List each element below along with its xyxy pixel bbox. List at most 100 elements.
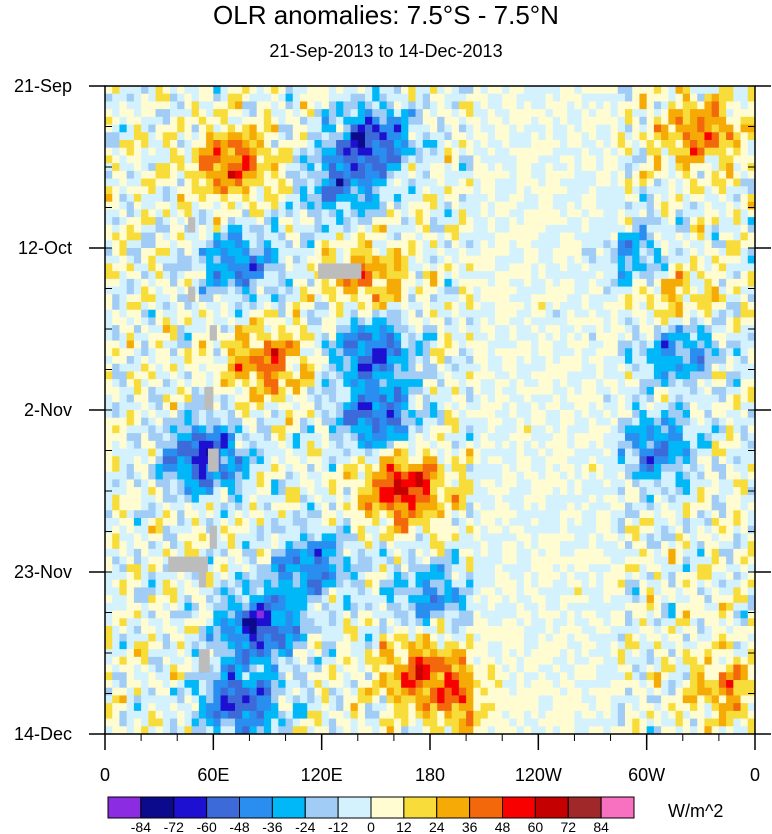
field-cell xyxy=(690,440,698,450)
field-cell xyxy=(191,471,200,481)
field-cell xyxy=(198,286,207,295)
field-cell xyxy=(596,240,604,249)
field-cell xyxy=(574,286,583,295)
field-cell xyxy=(495,255,503,265)
field-cell xyxy=(105,502,113,511)
field-cell xyxy=(531,386,539,396)
field-cell xyxy=(581,309,590,319)
field-cell xyxy=(552,410,561,419)
field-cell xyxy=(105,232,113,241)
field-cell xyxy=(292,186,301,195)
field-cell xyxy=(162,309,171,319)
field-cell xyxy=(105,448,113,457)
field-cell xyxy=(740,417,749,427)
field-cell xyxy=(401,402,409,411)
field-cell xyxy=(480,440,489,450)
field-cell xyxy=(314,502,323,511)
field-cell xyxy=(415,278,424,288)
field-cell xyxy=(336,224,344,234)
field-cell xyxy=(198,232,207,241)
field-cell xyxy=(343,217,352,226)
field-cell xyxy=(509,433,518,442)
field-cell xyxy=(350,255,359,265)
field-cell xyxy=(379,178,388,187)
field-cell xyxy=(314,147,323,157)
field-cell xyxy=(632,494,641,504)
field-cell xyxy=(466,186,474,195)
field-cell xyxy=(415,340,424,349)
field-cell xyxy=(581,278,590,288)
field-cell xyxy=(112,163,121,172)
field-cell xyxy=(697,101,706,110)
field-cell xyxy=(661,155,669,164)
field-cell xyxy=(422,309,431,319)
field-cell xyxy=(141,124,149,133)
field-cell xyxy=(162,317,171,326)
field-cell xyxy=(458,371,467,380)
field-cell xyxy=(639,255,648,265)
field-cell xyxy=(552,278,561,288)
field-cell xyxy=(552,263,561,272)
field-cell xyxy=(451,494,460,504)
field-cell xyxy=(646,425,655,434)
field-cell xyxy=(704,456,713,465)
field-cell xyxy=(473,302,482,311)
field-cell xyxy=(516,271,525,280)
field-cell xyxy=(523,410,532,419)
field-cell xyxy=(502,140,511,149)
field-cell xyxy=(422,286,431,295)
field-cell xyxy=(372,178,381,187)
field-cell xyxy=(350,317,359,326)
field-cell xyxy=(177,487,186,496)
field-cell xyxy=(603,155,612,164)
field-cell xyxy=(603,309,612,319)
field-cell xyxy=(408,309,417,319)
field-cell xyxy=(198,278,207,288)
field-cell xyxy=(393,109,402,118)
field-cell xyxy=(682,217,691,226)
field-cell xyxy=(350,394,359,403)
field-cell xyxy=(314,356,323,365)
field-cell xyxy=(343,93,352,103)
field-cell xyxy=(495,371,503,380)
field-cell xyxy=(466,263,474,272)
field-cell xyxy=(444,302,453,311)
field-cell xyxy=(711,209,720,218)
field-cell xyxy=(321,201,330,211)
field-cell xyxy=(458,271,467,280)
field-cell xyxy=(516,340,525,349)
field-cell xyxy=(437,155,446,164)
field-cell xyxy=(278,371,287,380)
field-cell xyxy=(256,402,265,411)
field-cell xyxy=(451,417,460,427)
field-cell xyxy=(365,425,373,434)
field-cell xyxy=(567,93,576,103)
field-cell xyxy=(105,417,113,427)
field-cell xyxy=(256,294,265,303)
field-cell xyxy=(733,124,742,133)
field-cell xyxy=(401,417,409,427)
field-cell xyxy=(336,309,344,319)
field-cell xyxy=(314,278,323,288)
field-cell xyxy=(495,440,503,450)
field-cell xyxy=(588,132,597,141)
field-cell xyxy=(148,286,157,295)
field-cell xyxy=(639,464,648,473)
field-cell xyxy=(336,240,344,249)
field-cell xyxy=(444,340,453,349)
field-cell xyxy=(437,394,446,403)
field-cell xyxy=(119,240,128,249)
field-cell xyxy=(610,363,619,373)
field-cell xyxy=(668,217,677,226)
field-cell xyxy=(155,232,164,241)
field-cell xyxy=(588,464,597,473)
field-cell xyxy=(386,132,395,141)
field-cell xyxy=(336,363,344,373)
field-cell xyxy=(690,464,698,473)
field-cell xyxy=(393,140,402,149)
field-cell xyxy=(126,201,135,211)
field-cell xyxy=(372,340,381,349)
field-cell xyxy=(466,140,474,149)
field-cell xyxy=(328,410,337,419)
field-cell xyxy=(588,248,597,257)
